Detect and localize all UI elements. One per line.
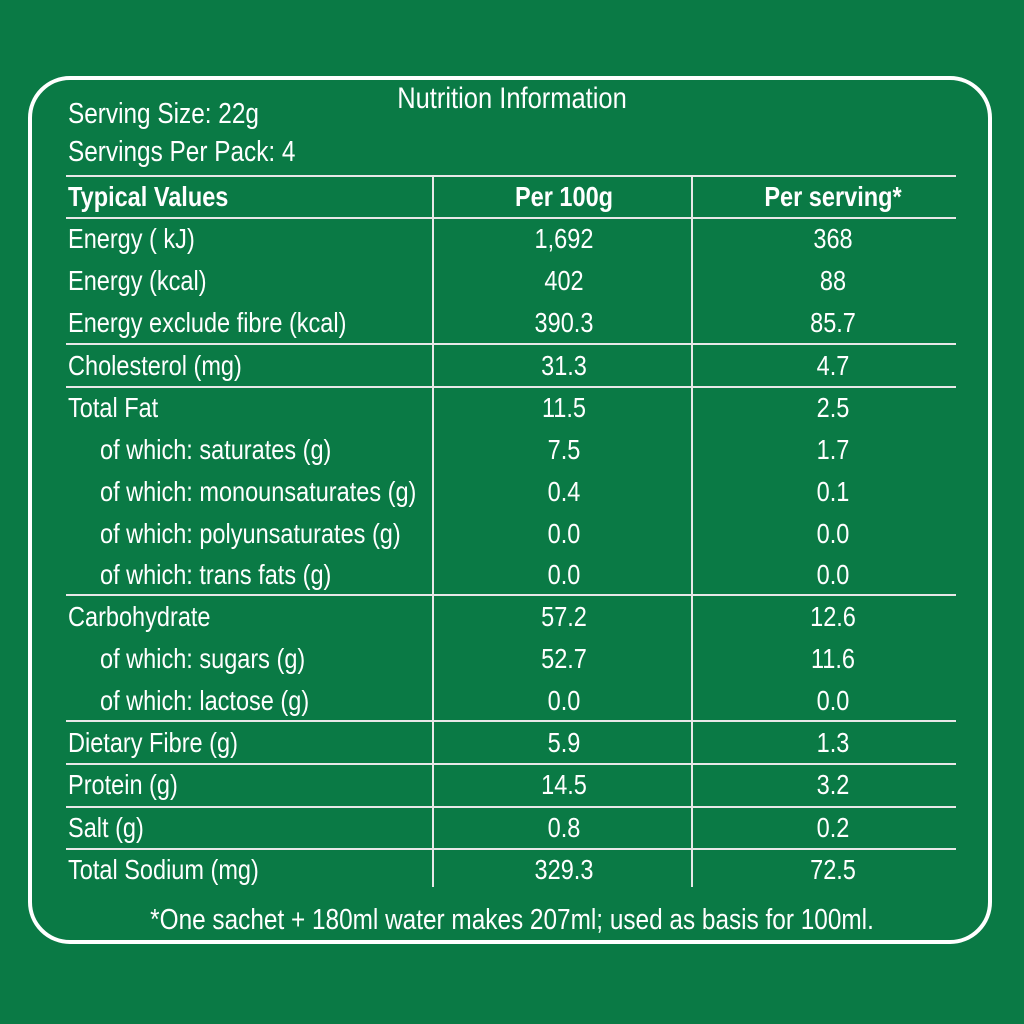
row-per-serving: 1.7 xyxy=(816,434,850,465)
row-per-serving: 11.6 xyxy=(810,643,856,674)
servings-per-pack: Servings Per Pack: 4 xyxy=(68,136,296,168)
row-label: Total Sodium (mg) xyxy=(68,854,259,885)
row-label: Total Fat xyxy=(68,392,159,423)
carbohydrate-group-rule xyxy=(66,720,956,722)
row-per-100g: 11.5 xyxy=(541,392,587,423)
row-label: of which: monounsaturates (g) xyxy=(100,476,417,507)
row-per-100g: 0.0 xyxy=(547,685,581,716)
row-per-100g: 402 xyxy=(544,265,584,296)
protein-row-rule xyxy=(66,806,956,808)
row-per-serving: 2.5 xyxy=(816,392,850,423)
row-per-serving: 1.3 xyxy=(816,727,850,758)
table-top-rule xyxy=(66,175,956,177)
header-typical-values: Typical Values xyxy=(68,181,229,212)
cholesterol-group-rule xyxy=(66,386,956,388)
row-label: of which: lactose (g) xyxy=(100,685,310,716)
energy-group-rule xyxy=(66,343,956,345)
row-per-100g: 0.8 xyxy=(547,812,581,843)
row-per-serving: 0.0 xyxy=(816,559,850,590)
nutrition-panel xyxy=(28,76,992,944)
row-per-serving: 72.5 xyxy=(810,854,856,885)
row-per-100g: 52.7 xyxy=(541,643,587,674)
row-per-serving: 88 xyxy=(819,265,847,296)
row-per-serving: 85.7 xyxy=(810,307,856,338)
row-label: of which: trans fats (g) xyxy=(100,559,332,590)
column-divider-2 xyxy=(691,175,693,887)
fibre-row-rule xyxy=(66,763,956,765)
page-title: Nutrition Information xyxy=(397,82,627,115)
row-per-100g: 57.2 xyxy=(541,601,587,632)
row-per-serving: 12.6 xyxy=(810,601,856,632)
row-per-serving: 4.7 xyxy=(816,350,850,381)
row-label: of which: polyunsaturates (g) xyxy=(100,518,401,549)
row-per-100g: 1,692 xyxy=(534,223,594,254)
row-per-100g: 0.4 xyxy=(547,476,581,507)
row-per-serving: 0.0 xyxy=(816,685,850,716)
serving-size: Serving Size: 22g xyxy=(68,98,259,130)
salt-row-rule xyxy=(66,848,956,850)
row-per-100g: 390.3 xyxy=(534,307,594,338)
row-per-100g: 7.5 xyxy=(547,434,581,465)
row-label: Dietary Fibre (g) xyxy=(68,727,238,758)
row-label: Carbohydrate xyxy=(68,601,211,632)
row-per-serving: 0.1 xyxy=(816,476,850,507)
header-per-100g: Per 100g xyxy=(514,181,614,212)
row-per-serving: 0.2 xyxy=(816,812,850,843)
row-per-100g: 5.9 xyxy=(547,727,581,758)
row-per-100g: 329.3 xyxy=(534,854,594,885)
row-label: Cholesterol (mg) xyxy=(68,350,242,381)
row-label: Salt (g) xyxy=(68,812,144,843)
row-label: of which: saturates (g) xyxy=(100,434,332,465)
header-per-serving: Per serving* xyxy=(764,181,902,212)
fat-group-rule xyxy=(66,594,956,596)
row-label: of which: sugars (g) xyxy=(100,643,306,674)
row-per-100g: 0.0 xyxy=(547,518,581,549)
row-label: Protein (g) xyxy=(68,769,178,800)
row-per-100g: 0.0 xyxy=(547,559,581,590)
row-per-serving: 3.2 xyxy=(816,769,850,800)
row-label: Energy ( kJ) xyxy=(68,223,195,254)
row-label: Energy (kcal) xyxy=(68,265,207,296)
row-label: Energy exclude fibre (kcal) xyxy=(68,307,347,338)
header-bottom-rule xyxy=(66,217,956,219)
footnote: *One sachet + 180ml water makes 207ml; u… xyxy=(150,904,874,936)
column-divider-1 xyxy=(432,175,434,887)
row-per-100g: 31.3 xyxy=(541,350,587,381)
row-per-serving: 368 xyxy=(813,223,853,254)
row-per-100g: 14.5 xyxy=(541,769,587,800)
row-per-serving: 0.0 xyxy=(816,518,850,549)
